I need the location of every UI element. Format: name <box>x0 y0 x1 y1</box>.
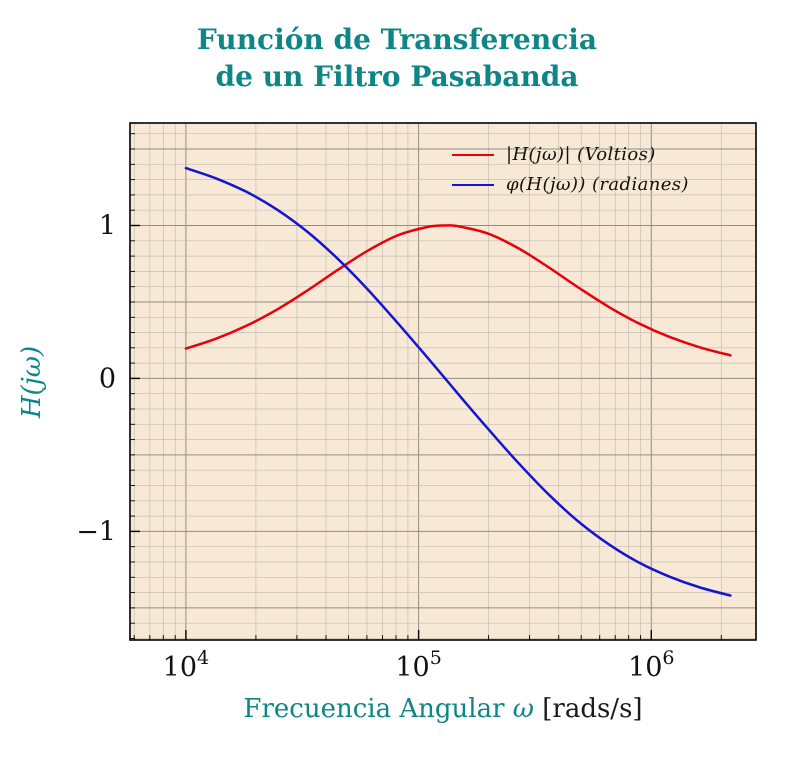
legend-item-phase: φ(H(jω)) (radianes) <box>452 174 689 195</box>
chart-title-line2: de un Filtro Pasabanda <box>215 59 579 93</box>
svg-text:106: 106 <box>628 647 674 683</box>
legend-line-phase <box>452 183 494 186</box>
legend-line-magnitude <box>452 153 494 156</box>
svg-text:104: 104 <box>163 647 209 683</box>
legend-label-magnitude: |H(jω)| (Voltios) <box>506 144 656 165</box>
x-axis-label-unit: [rads/s] <box>542 694 643 724</box>
y-axis-label: H(jω) <box>17 345 47 419</box>
svg-text:105: 105 <box>395 647 441 683</box>
legend-item-magnitude: |H(jω)| (Voltios) <box>452 144 689 165</box>
legend-label-phase: φ(H(jω)) (radianes) <box>506 174 689 195</box>
svg-text:0: 0 <box>99 363 116 394</box>
x-axis-label-text: Frecuencia Angular <box>243 694 505 724</box>
svg-text:−1: −1 <box>76 516 116 547</box>
chart-title-line1: Función de Transferencia <box>196 23 598 56</box>
svg-text:1: 1 <box>99 211 116 242</box>
x-axis-label: Frecuencia Angular ω [rads/s] <box>130 694 756 724</box>
legend: |H(jω)| (Voltios) φ(H(jω)) (radianes) <box>452 144 689 204</box>
chart-title: Función de Transferencia de un Filtro Pa… <box>0 22 794 96</box>
x-axis-label-symbol: ω <box>512 694 534 724</box>
